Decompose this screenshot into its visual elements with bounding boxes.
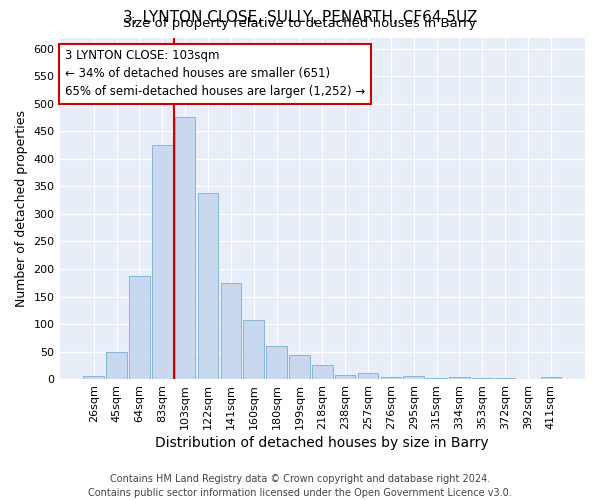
Bar	[335, 375, 355, 379]
Text: 3 LYNTON CLOSE: 103sqm
← 34% of detached houses are smaller (651)
65% of semi-de: 3 LYNTON CLOSE: 103sqm ← 34% of detached…	[65, 50, 365, 98]
Bar	[495, 378, 515, 379]
Bar	[106, 352, 127, 379]
Bar	[426, 378, 447, 379]
Bar	[449, 377, 470, 379]
Bar	[244, 320, 264, 379]
Bar	[472, 378, 493, 379]
Text: Contains HM Land Registry data © Crown copyright and database right 2024.
Contai: Contains HM Land Registry data © Crown c…	[88, 474, 512, 498]
Bar	[518, 378, 538, 379]
X-axis label: Distribution of detached houses by size in Barry: Distribution of detached houses by size …	[155, 436, 489, 450]
Bar	[541, 377, 561, 379]
Bar	[380, 377, 401, 379]
Bar	[152, 145, 173, 379]
Bar	[403, 376, 424, 379]
Bar	[129, 276, 150, 379]
Bar	[198, 193, 218, 379]
Bar	[83, 376, 104, 379]
Bar	[175, 118, 196, 379]
Bar	[358, 372, 378, 379]
Text: 3, LYNTON CLOSE, SULLY, PENARTH, CF64 5UZ: 3, LYNTON CLOSE, SULLY, PENARTH, CF64 5U…	[123, 10, 477, 25]
Text: Size of property relative to detached houses in Barry: Size of property relative to detached ho…	[124, 18, 476, 30]
Bar	[289, 356, 310, 379]
Bar	[266, 346, 287, 379]
Y-axis label: Number of detached properties: Number of detached properties	[15, 110, 28, 307]
Bar	[312, 366, 332, 379]
Bar	[221, 282, 241, 379]
